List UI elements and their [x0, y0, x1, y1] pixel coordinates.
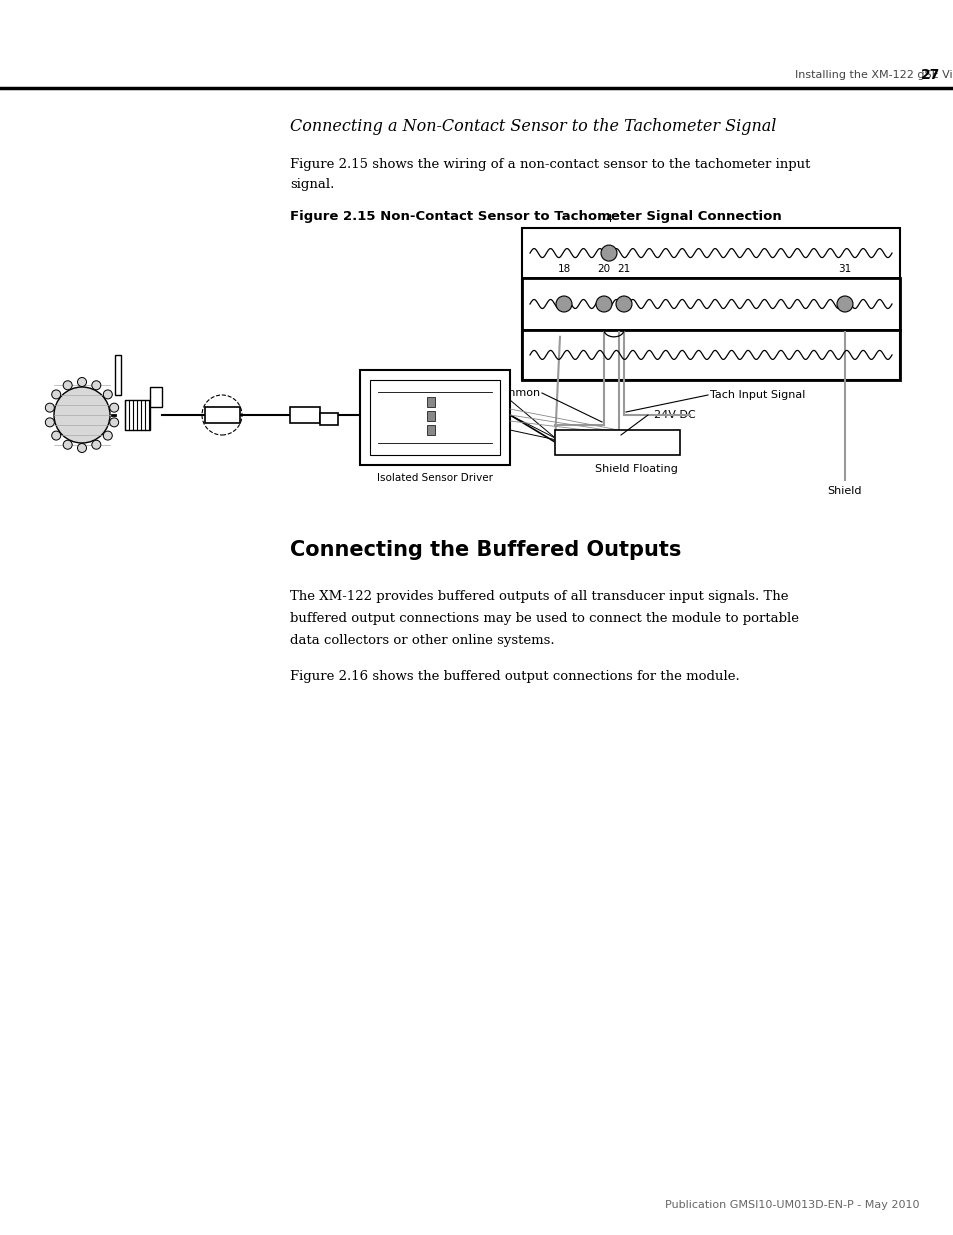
- Circle shape: [91, 380, 101, 390]
- Bar: [125, 400, 150, 430]
- Text: COM: COM: [405, 426, 424, 435]
- Bar: [319, 412, 337, 425]
- Text: The XM-122 provides buffered outputs of all transducer input signals. The: The XM-122 provides buffered outputs of …: [290, 590, 788, 603]
- Circle shape: [54, 387, 110, 443]
- Bar: [521, 278, 899, 330]
- Circle shape: [63, 380, 72, 390]
- Circle shape: [91, 440, 101, 450]
- Text: 4: 4: [605, 214, 612, 224]
- Text: Tach Input Signal: Tach Input Signal: [709, 390, 804, 400]
- Circle shape: [110, 417, 118, 427]
- Bar: [370, 380, 499, 454]
- Text: Figure 2.15 shows the wiring of a non-contact sensor to the tachometer input: Figure 2.15 shows the wiring of a non-co…: [290, 158, 809, 170]
- Text: -24V DC: -24V DC: [649, 410, 695, 420]
- Circle shape: [110, 403, 118, 412]
- Text: Figure 2.15 Non-Contact Sensor to Tachometer Signal Connection: Figure 2.15 Non-Contact Sensor to Tachom…: [290, 210, 781, 224]
- Bar: [427, 425, 435, 435]
- Text: Connecting the Buffered Outputs: Connecting the Buffered Outputs: [290, 540, 680, 559]
- Circle shape: [556, 296, 572, 312]
- Bar: [205, 408, 240, 424]
- Circle shape: [63, 440, 72, 450]
- Circle shape: [616, 296, 631, 312]
- Bar: [427, 411, 435, 421]
- Text: 31: 31: [838, 264, 851, 274]
- Text: signal.: signal.: [290, 178, 334, 191]
- Bar: [427, 396, 435, 408]
- Circle shape: [77, 443, 87, 452]
- Text: 18: 18: [557, 264, 570, 274]
- Text: Shield Floating: Shield Floating: [595, 464, 678, 474]
- Circle shape: [103, 390, 112, 399]
- Bar: [521, 330, 899, 380]
- Text: Publication GMSI10-UM013D-EN-P - May 2010: Publication GMSI10-UM013D-EN-P - May 201…: [665, 1200, 919, 1210]
- Bar: [150, 387, 162, 408]
- Text: Isolated Sensor Driver: Isolated Sensor Driver: [376, 473, 493, 483]
- Text: Installing the XM-122 gSE Vibration Module: Installing the XM-122 gSE Vibration Modu…: [794, 70, 953, 80]
- Text: Shield: Shield: [827, 487, 862, 496]
- Circle shape: [46, 417, 54, 427]
- Bar: [521, 228, 899, 380]
- Circle shape: [103, 431, 112, 440]
- Circle shape: [600, 245, 617, 261]
- Bar: [115, 354, 121, 395]
- Text: Figure 2.16 shows the buffered output connections for the module.: Figure 2.16 shows the buffered output co…: [290, 671, 739, 683]
- Text: 20: 20: [597, 264, 610, 274]
- Bar: [555, 430, 679, 454]
- Circle shape: [46, 403, 54, 412]
- Text: Connecting a Non-Contact Sensor to the Tachometer Signal: Connecting a Non-Contact Sensor to the T…: [290, 119, 776, 135]
- Text: buffered output connections may be used to connect the module to portable: buffered output connections may be used …: [290, 613, 799, 625]
- Circle shape: [596, 296, 612, 312]
- Text: 27: 27: [920, 68, 939, 82]
- Circle shape: [51, 431, 61, 440]
- Circle shape: [836, 296, 852, 312]
- Text: 21: 21: [617, 264, 630, 274]
- Circle shape: [51, 390, 61, 399]
- Text: -24: -24: [408, 398, 421, 406]
- Circle shape: [77, 378, 87, 387]
- Bar: [521, 228, 899, 278]
- Bar: [359, 370, 510, 466]
- Text: data collectors or other online systems.: data collectors or other online systems.: [290, 634, 554, 647]
- Bar: [290, 408, 319, 424]
- Text: SIG: SIG: [408, 411, 421, 420]
- Text: Signal Common: Signal Common: [452, 388, 539, 398]
